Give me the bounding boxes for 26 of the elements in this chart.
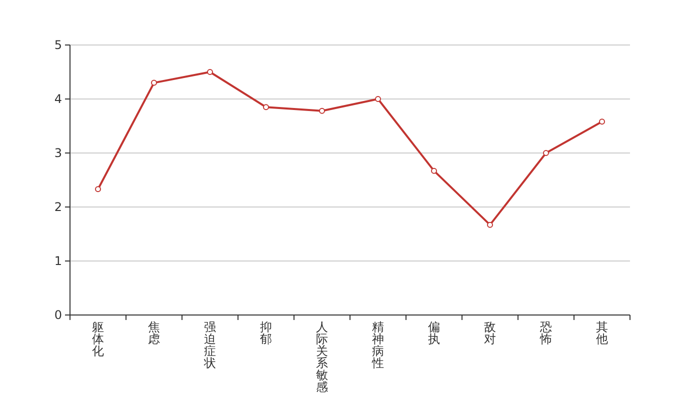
point [319,108,325,114]
x-tick-label: 其他 [596,320,608,346]
x-tick-label: 躯体化 [92,320,104,358]
x-tick-label: 强迫症状 [203,320,216,370]
y-tick-label: 1 [54,254,62,268]
x-tick-label: 抑郁 [260,320,272,346]
x-tick-label: 精神病性 [371,320,384,370]
point [375,96,381,102]
point [487,222,493,228]
point [263,104,269,110]
point [95,186,101,192]
y-tick-label: 4 [54,92,62,106]
x-tick-label: 焦虑 [148,320,160,346]
y-tick-label: 2 [54,200,62,214]
y-tick-label: 5 [54,38,62,52]
y-tick-label: 0 [54,308,62,322]
point [543,150,549,156]
x-tick-label: 敌对 [484,320,496,346]
x-tick-label: 人际关系敏感 [316,320,328,394]
point [207,69,213,75]
point [431,168,437,174]
point [599,118,605,125]
y-tick-label: 3 [54,146,62,160]
x-tick-label: 恐怖 [539,320,552,346]
point [151,80,157,86]
x-tick-label: 偏执 [428,320,440,346]
